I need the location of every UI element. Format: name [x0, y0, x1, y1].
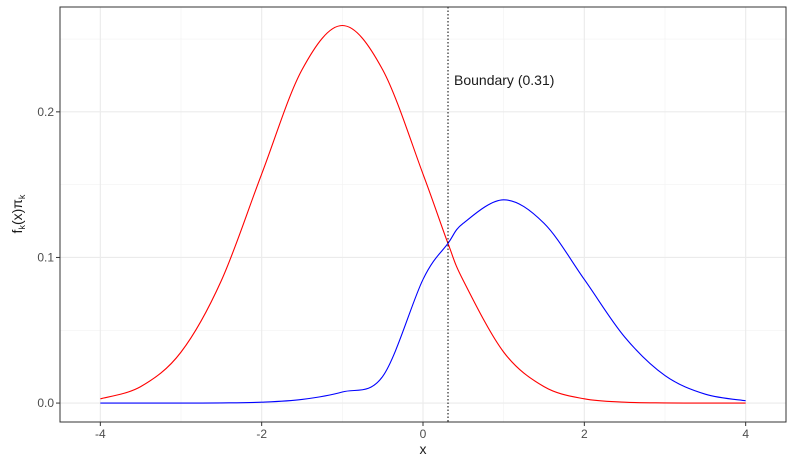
y-axis-title-sub2: k	[17, 194, 27, 199]
y-axis: 0.0 0.1 0.2	[37, 105, 60, 410]
x-tick-label: 0	[420, 427, 427, 441]
y-tick-label: 0.0	[37, 396, 54, 410]
series-line-1	[100, 24, 746, 404]
x-axis-title: x	[420, 441, 427, 457]
y-axis-title-mid: (x)π	[9, 199, 25, 225]
boundary-label: Boundary (0.31)	[454, 72, 554, 88]
y-tick-label: 0.1	[37, 250, 54, 264]
y-axis-title-base: f	[9, 229, 25, 233]
x-tick-label: 2	[581, 427, 588, 441]
y-axis-title-sub1: k	[17, 225, 27, 230]
x-tick-label: -4	[95, 427, 106, 441]
grid-major	[60, 7, 786, 422]
series-line-2	[100, 199, 746, 404]
x-axis: -4 -2 0 2 4	[95, 422, 749, 441]
x-tick-label: 4	[742, 427, 749, 441]
series-layer	[100, 24, 746, 404]
x-tick-label: -2	[256, 427, 267, 441]
y-tick-label: 0.2	[37, 105, 54, 119]
y-axis-title: fk(x)πk	[9, 194, 27, 233]
